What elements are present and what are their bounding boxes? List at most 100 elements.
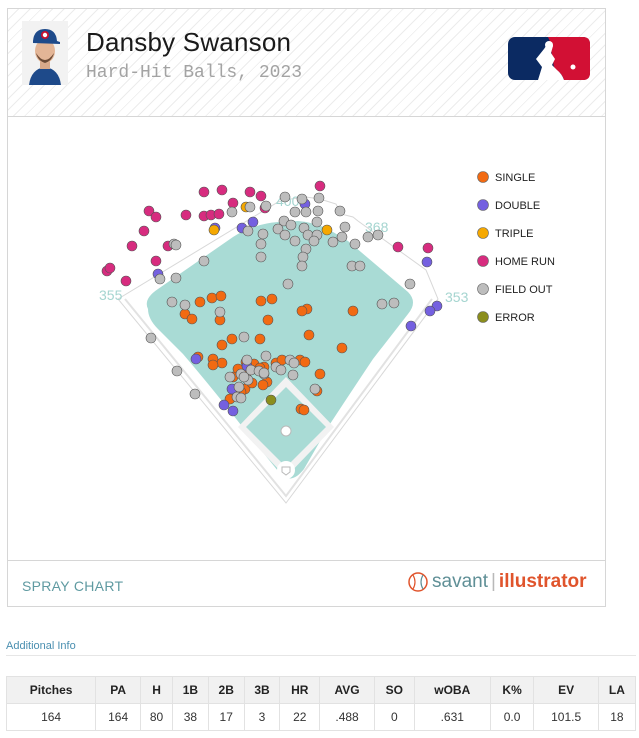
hit-point-field-out bbox=[238, 331, 250, 343]
hit-point-field-out bbox=[339, 221, 351, 233]
hit-point-field-out bbox=[226, 206, 238, 218]
hit-point-single bbox=[226, 333, 238, 345]
hit-point-home-run bbox=[150, 211, 162, 223]
hit-point-double bbox=[227, 405, 239, 417]
hit-point-field-out bbox=[241, 354, 253, 366]
stat-la: 18 bbox=[597, 703, 637, 731]
hit-point-field-out bbox=[287, 369, 299, 381]
hit-point-home-run bbox=[314, 180, 326, 192]
hit-point-field-out bbox=[235, 392, 247, 404]
hit-point-single bbox=[262, 314, 274, 326]
hit-point-single bbox=[207, 359, 219, 371]
hit-point-single bbox=[206, 292, 218, 304]
hit-point-single bbox=[336, 342, 348, 354]
hit-point-single bbox=[215, 290, 227, 302]
hit-point-home-run bbox=[198, 186, 210, 198]
hit-point-field-out bbox=[257, 228, 269, 240]
hit-point-field-out bbox=[285, 219, 297, 231]
header-so: SO bbox=[373, 676, 415, 704]
hit-point-field-out bbox=[255, 251, 267, 263]
hit-point-double bbox=[405, 320, 417, 332]
hit-point-single bbox=[216, 357, 228, 369]
hit-point-field-out bbox=[313, 192, 325, 204]
hit-point-triple bbox=[208, 224, 220, 236]
hit-point-field-out bbox=[309, 383, 321, 395]
header-k-pct: K% bbox=[489, 676, 535, 704]
brand-illustrator: illustrator bbox=[498, 571, 587, 592]
hit-point-field-out bbox=[189, 388, 201, 400]
hit-point-field-out bbox=[171, 365, 183, 377]
hit-point-field-out bbox=[354, 260, 366, 272]
hit-point-field-out bbox=[238, 371, 250, 383]
hit-point-field-out bbox=[242, 225, 254, 237]
hit-point-field-out bbox=[275, 364, 287, 376]
legend-label-error: ERROR bbox=[495, 312, 535, 324]
header-la: LA bbox=[597, 676, 637, 704]
hit-point-single bbox=[257, 379, 269, 391]
stat-3b: 3 bbox=[243, 703, 281, 731]
divider bbox=[6, 655, 636, 656]
hit-point-field-out bbox=[312, 205, 324, 217]
stats-header-row: Pitches PA H 1B 2B 3B HR AVG SO wOBA K% … bbox=[5, 676, 637, 704]
card-header: Dansby Swanson Hard-Hit Balls, 2023 bbox=[8, 9, 605, 117]
distance-label-368: 368 bbox=[365, 219, 389, 235]
legend-label-field-out: FIELD OUT bbox=[495, 284, 553, 296]
brand-savant: savant bbox=[432, 571, 488, 592]
hit-point-field-out bbox=[154, 273, 166, 285]
hit-point-field-out bbox=[224, 371, 236, 383]
header-pitches: Pitches bbox=[5, 676, 97, 704]
legend-label-triple: TRIPLE bbox=[495, 228, 534, 240]
hit-point-field-out bbox=[170, 239, 182, 251]
hit-point-single bbox=[194, 296, 206, 308]
header-pa: PA bbox=[95, 676, 142, 704]
hit-point-field-out bbox=[258, 367, 270, 379]
additional-info-link[interactable]: Additional Info bbox=[6, 640, 76, 652]
hit-point-home-run bbox=[422, 242, 434, 254]
hit-point-field-out bbox=[336, 231, 348, 243]
header-h: H bbox=[140, 676, 174, 704]
distance-label-353: 353 bbox=[445, 289, 469, 305]
hit-point-field-out bbox=[179, 299, 191, 311]
hit-point-field-out bbox=[170, 272, 182, 284]
hit-point-field-out bbox=[198, 255, 210, 267]
hit-point-single bbox=[298, 404, 310, 416]
hit-point-triple bbox=[321, 224, 333, 236]
hit-point-field-out bbox=[145, 332, 157, 344]
hit-point-single bbox=[255, 295, 267, 307]
legend-item-home-run: HOME RUN bbox=[477, 255, 555, 268]
hit-point-field-out bbox=[300, 206, 312, 218]
hit-point-field-out bbox=[255, 238, 267, 250]
stat-woba: .631 bbox=[413, 703, 491, 731]
hit-point-double bbox=[218, 399, 230, 411]
hit-point-home-run bbox=[150, 255, 162, 267]
legend-item-error: ERROR bbox=[477, 311, 535, 324]
hit-point-single bbox=[296, 305, 308, 317]
brand-separator: | bbox=[490, 571, 496, 592]
hit-point-double bbox=[247, 216, 259, 228]
stat-hr: 22 bbox=[279, 703, 321, 731]
stat-ev: 101.5 bbox=[533, 703, 599, 731]
hit-point-field-out bbox=[296, 260, 308, 272]
legend-marker-error bbox=[477, 311, 489, 323]
legend: SINGLE DOUBLE TRIPLE HOME RUN FIELD OUT … bbox=[477, 171, 555, 324]
spray-chart-card: Dansby Swanson Hard-Hit Balls, 2023 355 … bbox=[7, 8, 606, 607]
hit-point-double bbox=[421, 256, 433, 268]
legend-marker-field-out bbox=[477, 283, 489, 295]
stat-h: 80 bbox=[140, 703, 174, 731]
legend-label-single: SINGLE bbox=[495, 172, 535, 184]
legend-item-single: SINGLE bbox=[477, 171, 535, 184]
hit-point-home-run bbox=[227, 197, 239, 209]
hit-point-field-out bbox=[282, 278, 294, 290]
player-name: Dansby Swanson bbox=[86, 27, 292, 57]
hit-point-field-out bbox=[376, 298, 388, 310]
hit-point-field-out bbox=[388, 297, 400, 309]
hit-point-home-run bbox=[213, 208, 225, 220]
header-avg: AVG bbox=[319, 676, 375, 704]
hit-point-field-out bbox=[297, 251, 309, 263]
hit-points bbox=[101, 180, 443, 417]
hit-point-home-run bbox=[138, 225, 150, 237]
hit-point-field-out bbox=[349, 238, 361, 250]
hit-point-single bbox=[186, 313, 198, 325]
mlb-logo-icon bbox=[508, 37, 590, 80]
hit-point-field-out bbox=[166, 296, 178, 308]
